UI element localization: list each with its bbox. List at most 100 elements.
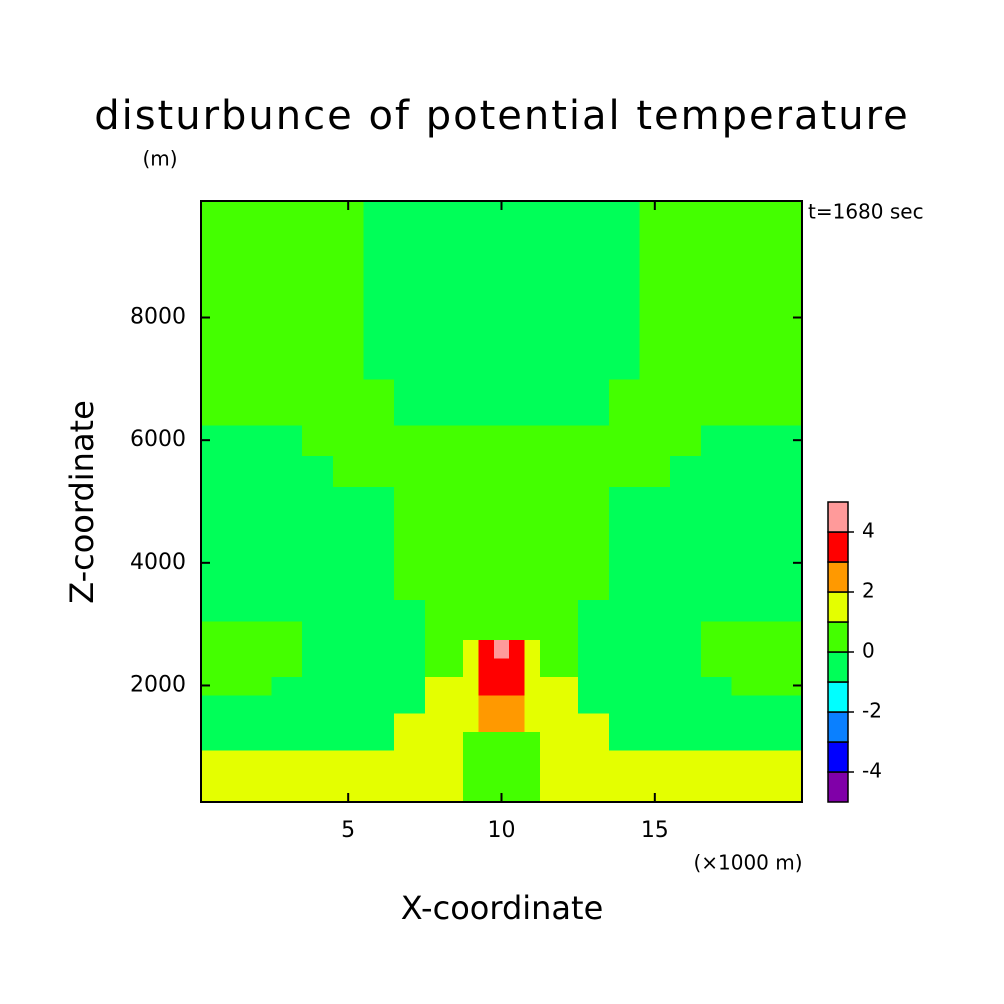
field-cell xyxy=(539,256,556,319)
field-cell xyxy=(578,256,610,319)
colorbar-tick-label: 4 xyxy=(862,519,875,543)
field-cell xyxy=(539,486,556,518)
field-cell xyxy=(608,657,641,677)
field-cell xyxy=(762,516,803,549)
field-cell xyxy=(524,657,541,677)
field-cell xyxy=(608,378,641,426)
field-cell xyxy=(608,317,641,380)
field-cell xyxy=(463,694,480,714)
field-cell xyxy=(539,516,556,549)
field-cell xyxy=(524,599,541,622)
field-cell xyxy=(424,486,449,518)
field-cell xyxy=(639,317,671,380)
field-cell xyxy=(670,378,702,426)
field-cell xyxy=(731,424,763,457)
field-cell xyxy=(509,575,526,601)
field-cell xyxy=(302,424,334,457)
field-cell xyxy=(539,201,556,257)
field-cell xyxy=(639,547,671,576)
field-cell xyxy=(700,256,733,319)
field-cell xyxy=(424,786,449,803)
field-cell xyxy=(700,749,733,769)
field-cell xyxy=(524,256,541,319)
field-cell xyxy=(363,786,395,803)
field-cell xyxy=(332,749,365,769)
field-cell xyxy=(424,621,449,641)
field-cell xyxy=(539,378,556,426)
field-cell xyxy=(670,575,702,601)
colorbar-tick-label: -4 xyxy=(862,759,882,783)
y-tick-label: 4000 xyxy=(130,550,186,575)
field-cell xyxy=(731,768,763,788)
field-cell xyxy=(201,599,242,622)
field-cell xyxy=(271,516,303,549)
field-cell xyxy=(424,599,449,622)
field-cell xyxy=(271,768,303,788)
field-cell xyxy=(578,713,610,733)
field-cell xyxy=(240,786,273,803)
field-cell xyxy=(201,749,242,769)
field-cell xyxy=(762,657,803,677)
field-cell xyxy=(447,694,464,714)
field-cell xyxy=(509,694,526,714)
field-cell xyxy=(447,424,464,457)
field-cell xyxy=(447,317,464,380)
field-cell xyxy=(394,731,426,751)
field-cell xyxy=(363,621,395,641)
field-cell xyxy=(302,786,334,803)
field-cell xyxy=(394,639,426,659)
field-cell xyxy=(578,694,610,714)
colorbar-swatch xyxy=(827,621,849,653)
field-cell xyxy=(639,657,671,677)
field-cell xyxy=(447,455,464,487)
field-cell xyxy=(670,731,702,751)
field-cell xyxy=(509,621,526,641)
field-cell xyxy=(332,768,365,788)
field-cell xyxy=(302,713,334,733)
field-cell xyxy=(578,599,610,622)
field-cell xyxy=(394,516,426,549)
x-axis-label: X-coordinate xyxy=(401,889,604,927)
field-cell xyxy=(539,317,556,380)
field-cell xyxy=(493,694,510,714)
field-cell xyxy=(201,713,242,733)
field-cell xyxy=(578,768,610,788)
field-cell xyxy=(555,256,579,319)
field-cell xyxy=(201,516,242,549)
field-cell xyxy=(762,713,803,733)
field-cell xyxy=(555,486,579,518)
field-cell xyxy=(670,486,702,518)
field-cell xyxy=(240,599,273,622)
field-cell xyxy=(363,486,395,518)
field-cell xyxy=(639,575,671,601)
field-cell xyxy=(363,768,395,788)
field-cell xyxy=(271,657,303,677)
field-cell xyxy=(240,516,273,549)
field-cell xyxy=(762,256,803,319)
field-cell xyxy=(478,201,495,257)
field-cell xyxy=(463,731,480,751)
field-cell xyxy=(271,676,303,696)
colorbar-swatch xyxy=(827,501,849,533)
field-cell xyxy=(478,378,495,426)
field-cell xyxy=(240,621,273,641)
field-cell xyxy=(700,639,733,659)
field-cell xyxy=(578,657,610,677)
field-cell xyxy=(608,516,641,549)
field-cell xyxy=(608,486,641,518)
field-cell xyxy=(762,455,803,487)
field-cell xyxy=(524,547,541,576)
field-cell xyxy=(509,378,526,426)
field-cell xyxy=(271,256,303,319)
field-cell xyxy=(302,256,334,319)
field-cell xyxy=(363,731,395,751)
y-tick-label: 8000 xyxy=(130,305,186,330)
field-cell xyxy=(463,575,480,601)
field-cell xyxy=(201,731,242,751)
field-cell xyxy=(394,547,426,576)
field-cell xyxy=(463,317,480,380)
field-cell xyxy=(201,378,242,426)
field-cell xyxy=(524,424,541,457)
field-cell xyxy=(731,676,763,696)
field-cell xyxy=(509,639,526,659)
